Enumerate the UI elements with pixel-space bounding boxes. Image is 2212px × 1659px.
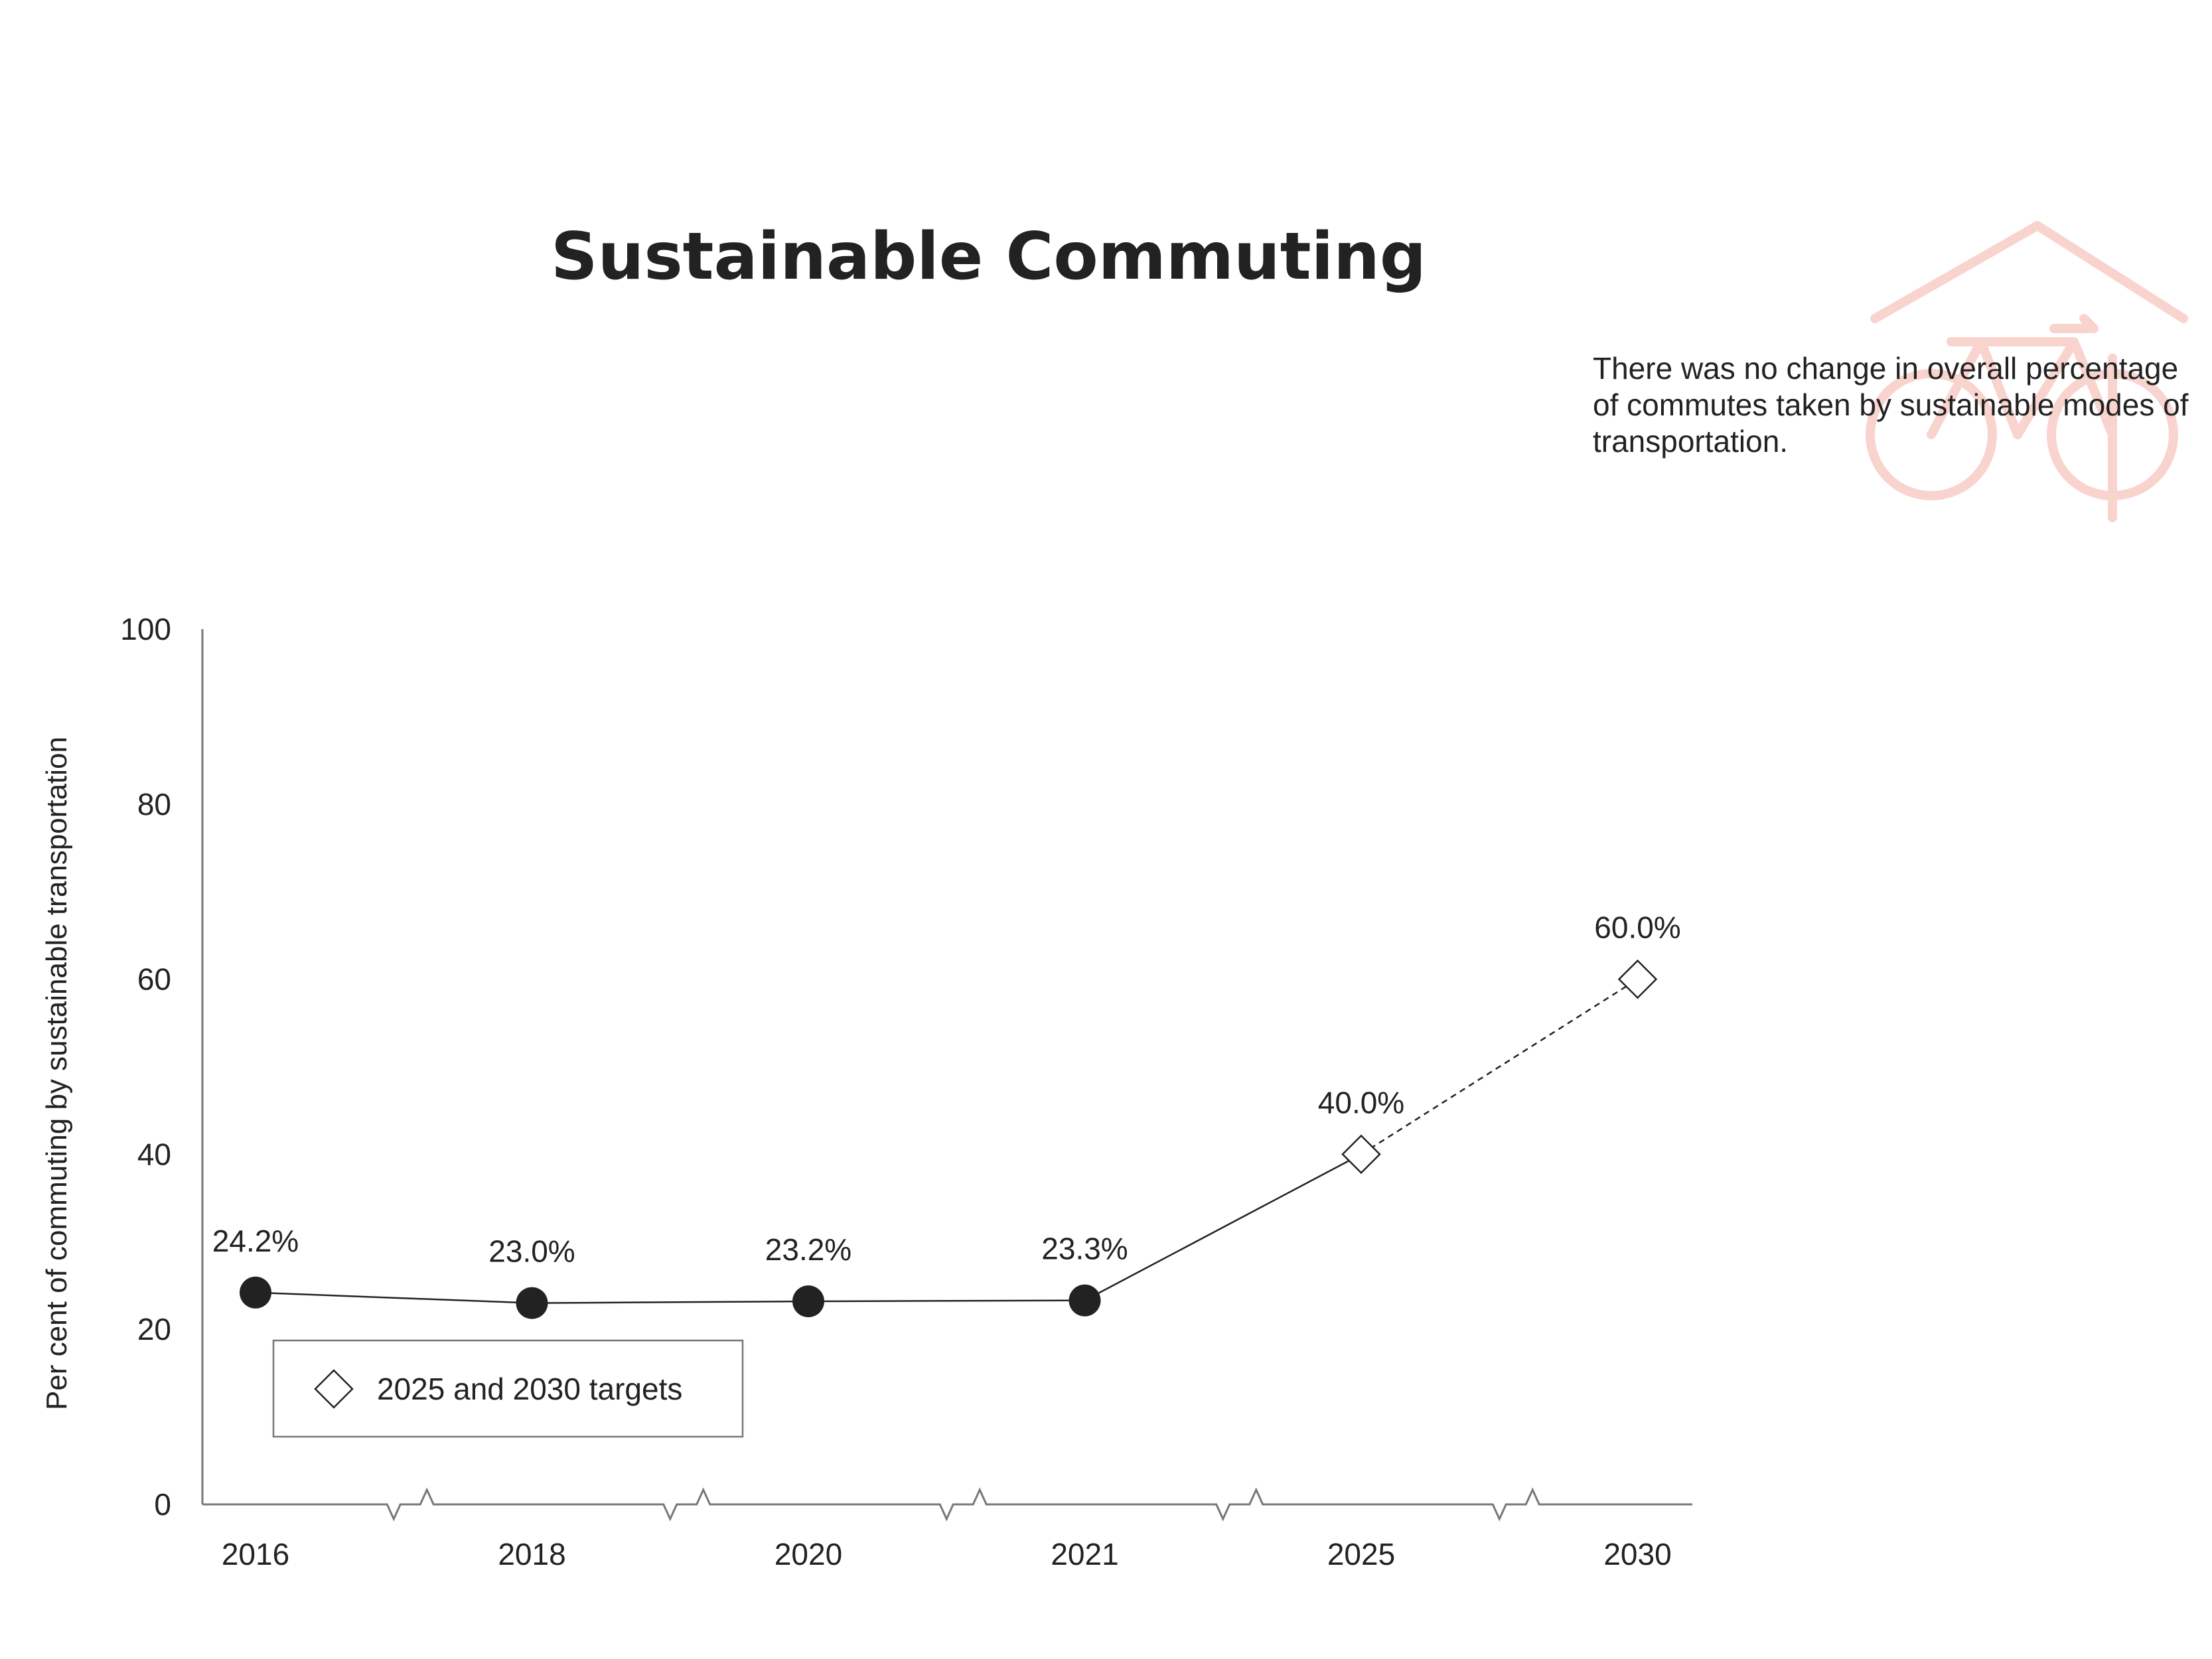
data-label: 23.2% (765, 1232, 851, 1267)
series-line-actual (255, 1153, 1362, 1304)
x-tick-label: 2021 (1051, 1537, 1118, 1571)
x-tick-label: 2018 (498, 1537, 565, 1571)
legend-marker-target (314, 1369, 354, 1409)
data-point-actual (792, 1285, 824, 1317)
y-tick-label: 20 (137, 1312, 171, 1346)
chart-title: Sustainable Commuting (551, 219, 1426, 295)
data-point-actual (240, 1276, 271, 1309)
data-label: 23.3% (1041, 1232, 1128, 1266)
data-point-target (1617, 959, 1658, 999)
x-tick-label: 2025 (1327, 1537, 1395, 1571)
house-bicycle-icon (1866, 221, 2188, 522)
data-point-target (1341, 1134, 1381, 1175)
data-label: 40.0% (1318, 1085, 1404, 1119)
y-tick-label: 0 (154, 1487, 171, 1522)
x-axis-line (202, 1487, 1692, 1522)
data-label: 60.0% (1594, 910, 1680, 945)
legend-label: 2025 and 2030 targets (377, 1372, 682, 1406)
series-line-target (1361, 978, 1639, 1155)
y-tick-label: 60 (137, 962, 171, 997)
y-tick-label: 100 (120, 612, 171, 646)
data-label: 23.0% (488, 1234, 575, 1269)
x-tick-label: 2030 (1603, 1537, 1671, 1571)
y-axis-title: Per cent of commuting by sustainable tra… (40, 737, 73, 1410)
data-point-actual (1069, 1284, 1101, 1317)
data-label: 24.2% (212, 1224, 299, 1258)
x-tick-label: 2016 (222, 1537, 289, 1571)
data-point-actual (516, 1287, 548, 1319)
x-tick-label: 2020 (774, 1537, 842, 1571)
y-tick-label: 80 (137, 787, 171, 822)
annotation-note: There was no change in overall percentag… (1593, 351, 2189, 459)
plot-area: 0 20 40 60 80 100 2016 2018 2020 2021 2025 2030 Per … (40, 612, 1692, 1571)
y-tick-label: 40 (137, 1137, 171, 1171)
